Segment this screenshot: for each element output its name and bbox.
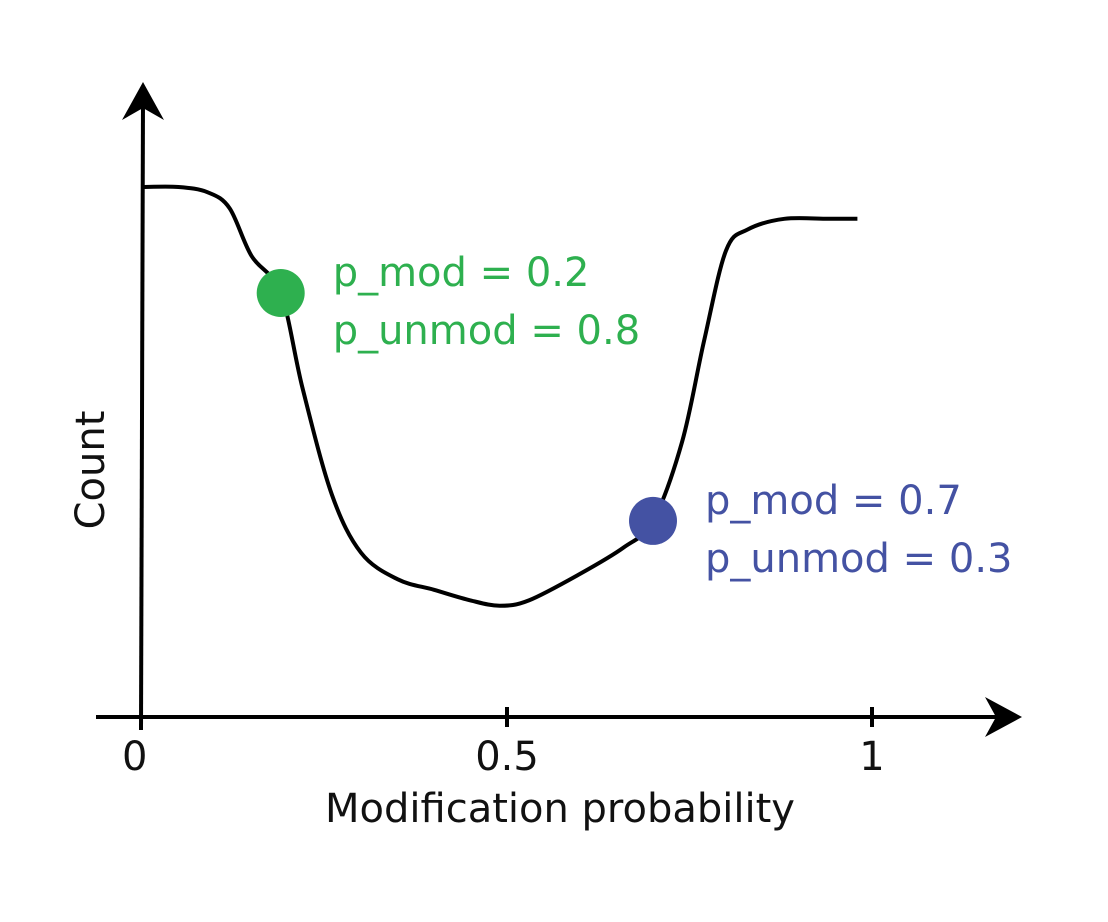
highlight-point (629, 496, 677, 545)
highlight-point (256, 269, 305, 317)
highlight-annotation: p_mod = 0.2 (333, 250, 590, 296)
x-axis-title: Modification probability (325, 786, 795, 832)
x-tick-label: 0 (122, 734, 147, 780)
x-axis-arrow-icon (985, 697, 1022, 737)
y-axis-title: Count (68, 411, 114, 530)
y-axis-arrow-icon (122, 82, 164, 120)
highlight-annotation: p_unmod = 0.3 (705, 536, 1012, 582)
x-tick-label: 1 (859, 734, 884, 780)
highlight-annotation: p_mod = 0.7 (705, 478, 962, 524)
x-tick-label: 0.5 (475, 734, 539, 780)
x-ticks: 0 0.5 1 (122, 707, 885, 780)
series-curve (141, 184, 858, 608)
highlight-points: p_mod = 0.2 p_unmod = 0.8 p_mod = 0.7 p_unm… (256, 250, 1012, 582)
y-axis-line (139, 99, 145, 731)
series-line (141, 184, 858, 608)
highlight-annotation: p_unmod = 0.8 (333, 308, 640, 354)
